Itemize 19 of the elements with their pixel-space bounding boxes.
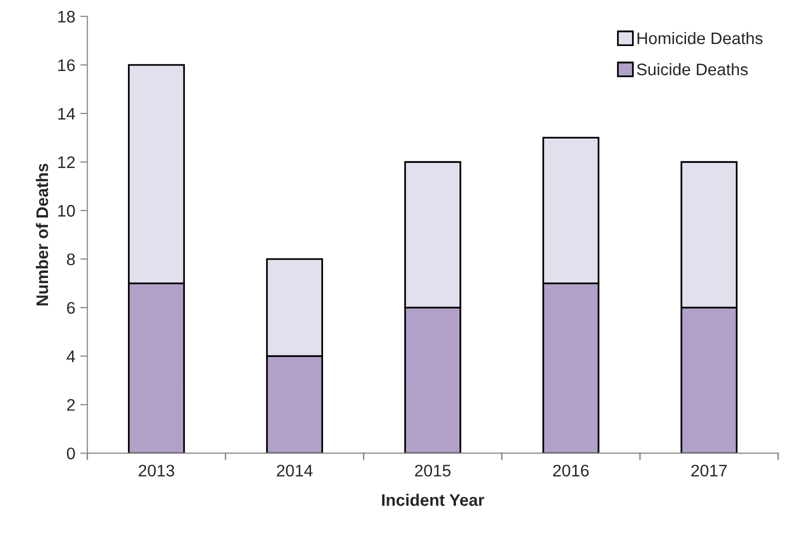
legend-label: Homicide Deaths bbox=[638, 32, 763, 44]
y-tick-label: 12 bbox=[58, 156, 75, 168]
x-tick-label: 2016 bbox=[553, 464, 589, 477]
y-axis-title: Number of Deaths bbox=[36, 164, 48, 306]
y-tick-label: 2 bbox=[67, 399, 75, 411]
y-tick-label: 0 bbox=[66, 448, 75, 460]
y-tick-label: 14 bbox=[58, 108, 76, 120]
legend-label: Suicide Deaths bbox=[636, 63, 748, 76]
y-tick-label: 16 bbox=[58, 59, 75, 72]
y-tick-label: 8 bbox=[66, 253, 75, 266]
x-tick-label: 2014 bbox=[276, 464, 313, 477]
x-tick-label: 2017 bbox=[691, 464, 727, 477]
y-tick-label: 10 bbox=[58, 204, 75, 217]
x-axis-title: Incident Year bbox=[382, 494, 484, 506]
y-tick-label: 4 bbox=[66, 350, 76, 362]
x-tick-label: 2013 bbox=[138, 464, 174, 477]
y-tick-label: 6 bbox=[67, 302, 75, 314]
y-tick-label: 18 bbox=[58, 10, 75, 23]
x-tick-label: 2015 bbox=[415, 464, 451, 477]
